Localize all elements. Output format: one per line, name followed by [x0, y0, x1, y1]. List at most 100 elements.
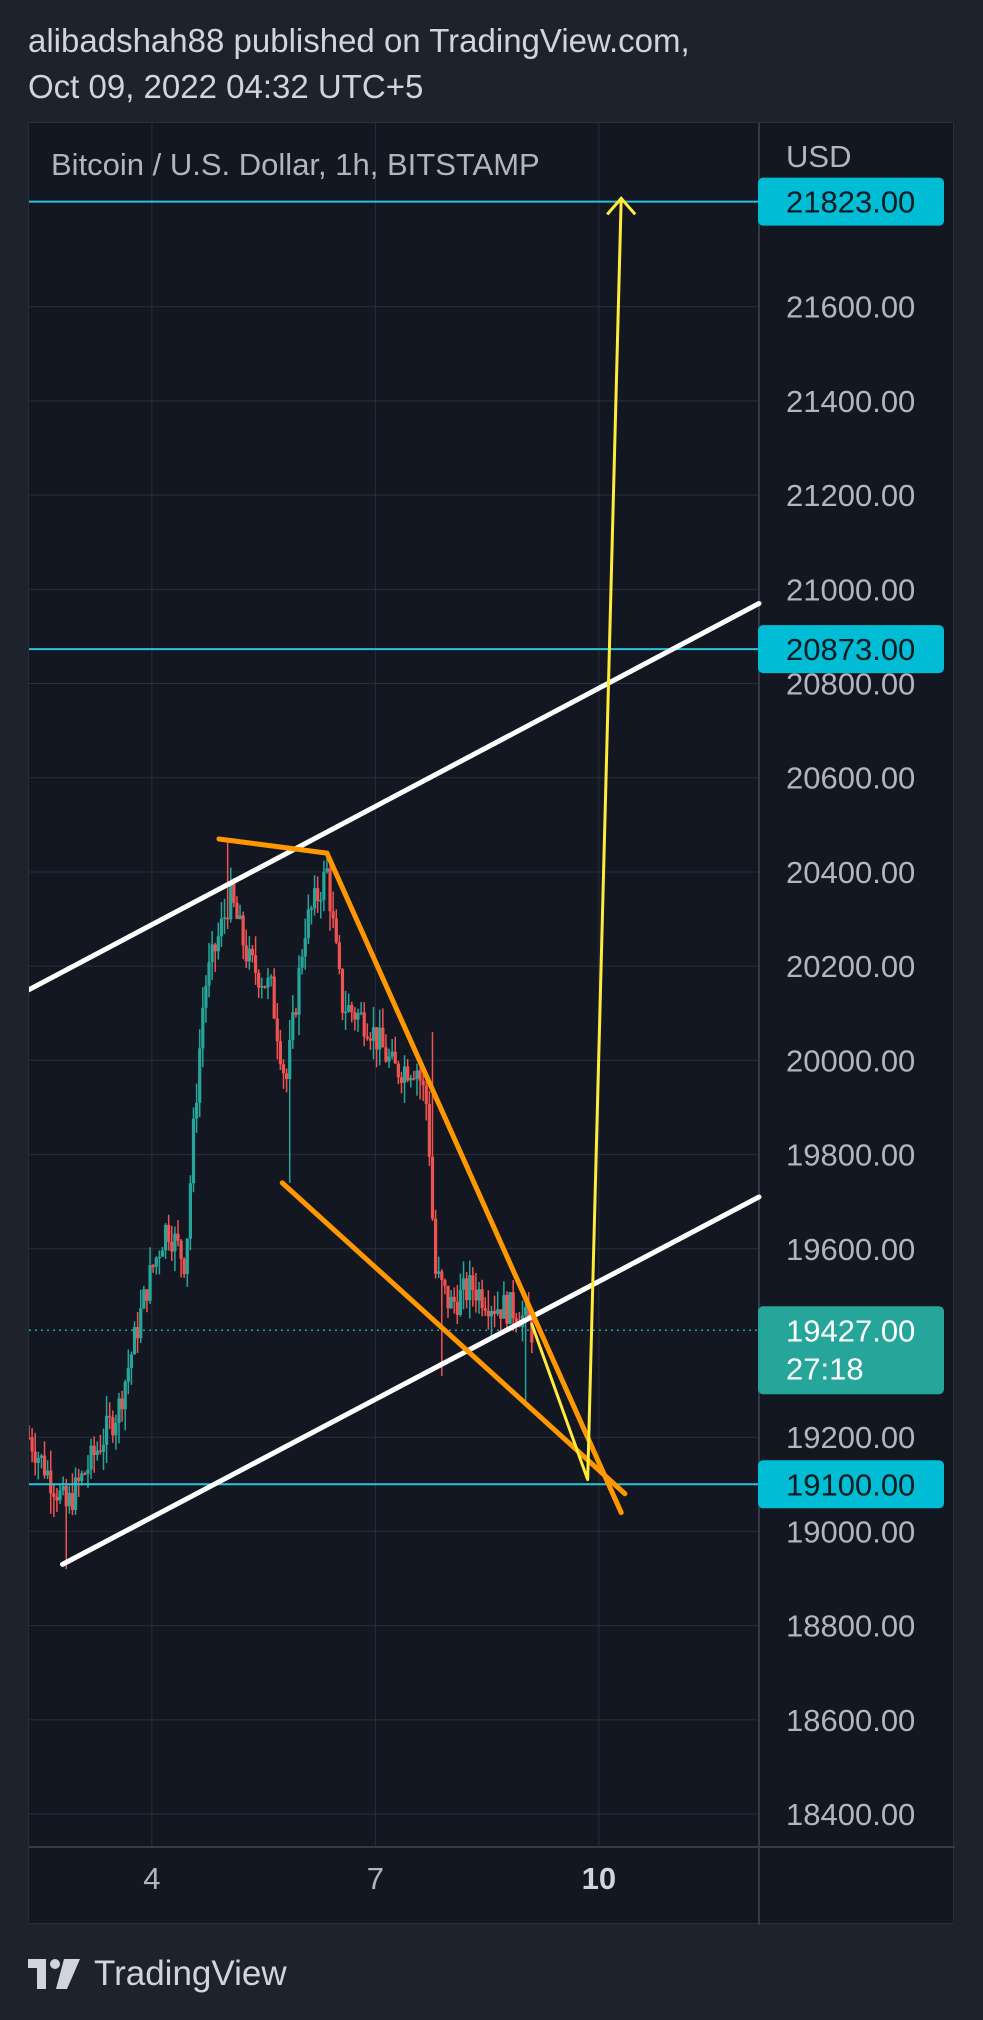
- candle-body: [191, 1118, 196, 1184]
- candle-body: [303, 938, 307, 957]
- candle-body: [55, 1496, 59, 1501]
- candle-body: [446, 1285, 450, 1309]
- projection-arrowhead: [606, 196, 637, 216]
- candle-body: [39, 1455, 44, 1458]
- candle-body: [465, 1278, 469, 1301]
- candle-body: [139, 1308, 143, 1339]
- candle-body: [480, 1289, 484, 1309]
- price-tick-label: 21200.00: [786, 478, 915, 513]
- publisher-line: alibadshah88 published on TradingView.co…: [28, 22, 690, 59]
- candle-body: [250, 948, 255, 956]
- price-axis-unit: USD: [786, 139, 851, 174]
- candle-body: [145, 1289, 149, 1301]
- candle-body: [316, 888, 320, 901]
- candle-body: [241, 915, 245, 946]
- level-price-tag: [758, 625, 944, 674]
- time-tick-label: 10: [582, 1861, 616, 1896]
- candle-body: [337, 942, 341, 970]
- candle-body: [129, 1354, 134, 1368]
- candle-body: [235, 902, 239, 919]
- candle-body: [499, 1309, 503, 1319]
- candle-body: [123, 1381, 127, 1410]
- price-tick-label: 19200.00: [786, 1420, 915, 1455]
- channel-upper-line: [29, 600, 762, 993]
- price-tick-label: 21400.00: [786, 384, 915, 419]
- candle-body: [378, 1027, 382, 1050]
- candle-body: [312, 888, 317, 909]
- candle-body: [319, 900, 323, 902]
- candle-body: [486, 1310, 490, 1317]
- chart-panel[interactable]: Bitcoin / U.S. Dollar, 1h, BITSTAMP USD 18…: [28, 122, 955, 1925]
- candle-body: [67, 1492, 71, 1507]
- candle-body: [260, 986, 264, 988]
- price-chart[interactable]: Bitcoin / U.S. Dollar, 1h, BITSTAMP USD 18…: [29, 123, 955, 1925]
- candle-body: [160, 1250, 165, 1257]
- candle-body: [471, 1275, 475, 1290]
- candle-body: [406, 1066, 410, 1081]
- candle-body: [421, 1080, 425, 1086]
- candle-body: [253, 955, 258, 973]
- candle-body: [247, 948, 251, 962]
- candle-body: [527, 1307, 531, 1321]
- projection-arrow-path: [530, 196, 623, 1482]
- candle-body: [418, 1070, 422, 1081]
- price-tick-label: 20400.00: [786, 855, 915, 890]
- candle-body: [350, 1005, 354, 1013]
- candle-body: [412, 1077, 416, 1080]
- candle-body: [136, 1326, 140, 1339]
- price-tick-label: 19000.00: [786, 1514, 915, 1549]
- candle-body: [49, 1470, 53, 1494]
- wedge-top-line: [216, 836, 330, 856]
- candle-body: [58, 1490, 62, 1501]
- level-price-label: 20873.00: [786, 632, 915, 667]
- candle-body: [114, 1423, 118, 1436]
- candle-body: [468, 1275, 472, 1301]
- candle-body: [375, 1027, 379, 1050]
- candle-body: [288, 1040, 292, 1079]
- candle-body: [399, 1077, 404, 1083]
- candle-body: [384, 1047, 388, 1062]
- candle-body: [322, 871, 326, 901]
- time-tick-label: 7: [367, 1861, 384, 1896]
- tradingview-brand[interactable]: TradingView: [94, 1954, 287, 1993]
- candle-body: [222, 917, 227, 920]
- candle-body: [306, 909, 310, 939]
- candle-body: [334, 918, 338, 943]
- candle-body: [61, 1485, 65, 1491]
- candle-body: [101, 1444, 106, 1452]
- chart-title[interactable]: Bitcoin / U.S. Dollar, 1h, BITSTAMP: [51, 147, 540, 182]
- footer: TradingView: [28, 1950, 287, 1998]
- candle-body: [514, 1318, 518, 1323]
- candle-body: [95, 1450, 99, 1455]
- candle-body: [371, 1027, 376, 1041]
- candle-body: [266, 977, 270, 988]
- candle-body: [238, 915, 242, 919]
- channel-lower-line: [60, 1194, 762, 1567]
- candle-body: [42, 1455, 47, 1476]
- candle-body: [219, 918, 224, 937]
- candle-body: [213, 944, 217, 952]
- candle-body: [111, 1417, 115, 1436]
- candle-body: [182, 1258, 186, 1275]
- candle-body: [64, 1485, 68, 1507]
- candle-body: [365, 1036, 369, 1039]
- candle-body: [272, 976, 276, 1019]
- level-price-label: 19100.00: [786, 1467, 915, 1502]
- candle-body: [120, 1398, 124, 1410]
- candle-body: [359, 1012, 363, 1014]
- candle-body: [179, 1240, 183, 1259]
- level-price-tag: [758, 177, 944, 226]
- candle-body: [502, 1295, 506, 1319]
- candle-body: [201, 1007, 205, 1049]
- candle-body: [92, 1445, 96, 1455]
- candle-body: [343, 1011, 348, 1014]
- candle-body: [415, 1070, 419, 1079]
- candle-body: [188, 1183, 192, 1239]
- candle-body: [294, 1012, 298, 1015]
- candle-body: [508, 1292, 512, 1324]
- price-tick-label: 18600.00: [786, 1703, 915, 1738]
- candle-body: [474, 1289, 478, 1301]
- candle-body: [505, 1295, 509, 1324]
- candle-body: [496, 1309, 500, 1314]
- price-tick-label: 20600.00: [786, 761, 915, 796]
